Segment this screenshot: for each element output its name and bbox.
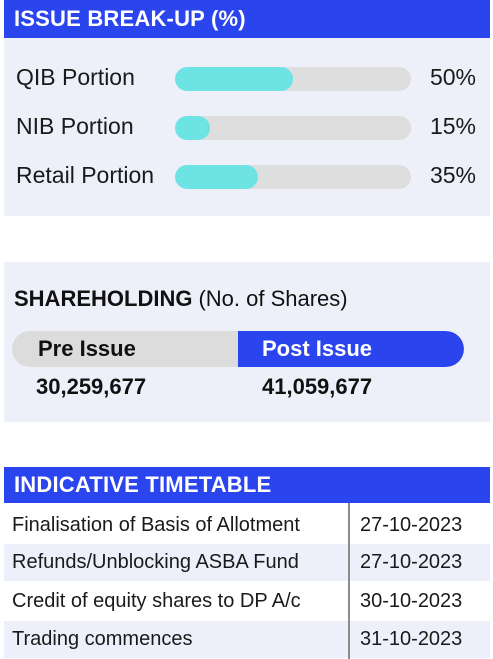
bar-value: 35%: [429, 162, 476, 188]
issue-breakup-title: ISSUE BREAK-UP (%): [14, 6, 246, 31]
post-issue-tab[interactable]: Post Issue: [238, 331, 464, 367]
post-issue-value: 41,059,677: [262, 374, 373, 399]
table-row: Trading commences 31-10-2023: [4, 621, 490, 658]
event-date: 27-10-2023: [360, 551, 463, 573]
shareholding-heading: SHAREHOLDING (No. of Shares): [14, 286, 348, 312]
bar-row-retail: Retail Portion 35%: [4, 158, 490, 194]
shareholding-title: SHAREHOLDING: [14, 286, 193, 311]
progress-track: [175, 165, 411, 189]
bar-label: QIB Portion: [16, 64, 135, 90]
bar-row-qib: QIB Portion 50%: [4, 60, 490, 96]
bar-row-nib: NIB Portion 15%: [4, 109, 490, 145]
column-divider: [348, 503, 350, 659]
event-date: 31-10-2023: [360, 628, 463, 650]
progress-fill: [175, 165, 258, 189]
bar-value: 50%: [429, 64, 476, 90]
progress-track: [175, 116, 411, 140]
bar-value: 15%: [429, 113, 476, 139]
progress-fill: [175, 116, 211, 140]
issue-toggle: Pre Issue Post Issue: [12, 331, 464, 367]
table-row: Credit of equity shares to DP A/c 30-10-…: [4, 583, 490, 620]
progress-track: [175, 67, 411, 91]
event-date: 27-10-2023: [360, 514, 463, 536]
shareholding-panel: SHAREHOLDING (No. of Shares) Pre Issue Po…: [4, 262, 490, 422]
issue-breakup-header: ISSUE BREAK-UP (%): [4, 0, 490, 38]
timetable-table: Finalisation of Basis of Allotment 27-10…: [4, 503, 490, 659]
event-name: Trading commences: [12, 628, 193, 650]
table-row: Refunds/Unblocking ASBA Fund 27-10-2023: [4, 544, 490, 581]
pre-issue-value: 30,259,677: [36, 374, 147, 399]
progress-fill: [175, 67, 293, 91]
pre-issue-tab[interactable]: Pre Issue: [38, 336, 136, 361]
event-date: 30-10-2023: [360, 590, 463, 612]
bar-label: NIB Portion: [16, 113, 134, 139]
event-name: Credit of equity shares to DP A/c: [12, 590, 301, 612]
issue-breakup-panel: QIB Portion 50% NIB Portion 15% Retail P…: [4, 38, 490, 216]
event-name: Refunds/Unblocking ASBA Fund: [12, 551, 299, 573]
shareholding-subtitle: (No. of Shares): [198, 286, 348, 311]
table-row: Finalisation of Basis of Allotment 27-10…: [4, 507, 490, 544]
bar-label: Retail Portion: [16, 162, 155, 188]
timetable-header: INDICATIVE TIMETABLE: [4, 467, 490, 503]
timetable-title: INDICATIVE TIMETABLE: [14, 472, 272, 497]
event-name: Finalisation of Basis of Allotment: [12, 514, 300, 536]
